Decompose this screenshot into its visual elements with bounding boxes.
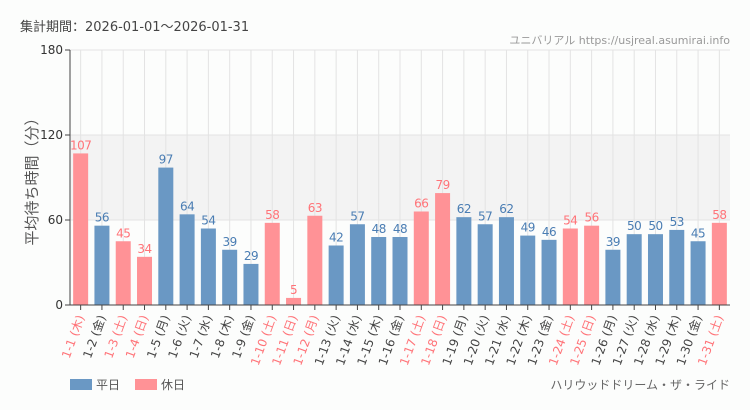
bar — [477, 224, 493, 305]
data-label: 48 — [393, 222, 407, 236]
bar — [669, 229, 685, 305]
period-label: 集計期間：2026-01-01〜2026-01-31 — [20, 19, 249, 35]
y-tick-label: 180 — [40, 43, 63, 57]
data-label: 45 — [691, 226, 705, 240]
bar — [392, 237, 408, 305]
site-credit: ユニバリアル https://usjreal.asumirai.info — [509, 34, 730, 47]
bar — [562, 228, 578, 305]
data-label: 63 — [308, 201, 322, 215]
data-label: 107 — [70, 138, 91, 152]
y-tick-label: 120 — [40, 128, 63, 142]
data-label: 66 — [414, 197, 428, 211]
data-label: 56 — [95, 211, 109, 225]
legend-label-weekday: 平日 — [96, 378, 120, 392]
bar — [541, 239, 557, 305]
bar — [605, 249, 621, 305]
data-label: 58 — [712, 208, 726, 222]
data-label: 50 — [627, 219, 641, 233]
data-label: 29 — [244, 249, 258, 263]
data-label: 56 — [584, 211, 598, 225]
data-label: 58 — [265, 208, 279, 222]
data-label: 34 — [137, 242, 151, 256]
bar — [349, 224, 365, 305]
bar — [690, 241, 706, 305]
data-label: 45 — [116, 226, 130, 240]
bar — [307, 215, 323, 305]
data-label: 62 — [499, 202, 513, 216]
data-label: 53 — [670, 215, 684, 229]
bar — [137, 256, 153, 305]
bar — [498, 217, 514, 305]
bar — [456, 217, 472, 305]
bar — [179, 214, 195, 305]
bar — [328, 245, 344, 305]
bar — [371, 237, 387, 305]
bar — [115, 241, 131, 305]
data-label: 79 — [435, 178, 449, 192]
data-label: 5 — [290, 283, 297, 297]
data-label: 64 — [180, 199, 194, 213]
legend-swatch-holiday — [135, 379, 157, 390]
bar — [584, 225, 600, 305]
bar — [711, 222, 727, 305]
data-label: 49 — [521, 221, 535, 235]
data-label: 57 — [478, 209, 492, 223]
data-label: 42 — [329, 231, 343, 245]
data-label: 54 — [201, 214, 215, 228]
bar — [158, 167, 174, 305]
bar — [200, 228, 216, 305]
bar — [264, 222, 280, 305]
bar — [94, 225, 110, 305]
bar — [413, 211, 429, 305]
data-label: 48 — [372, 222, 386, 236]
data-label: 97 — [159, 153, 173, 167]
bar — [73, 153, 89, 305]
data-label: 50 — [648, 219, 662, 233]
bar — [626, 234, 642, 305]
data-label: 46 — [542, 225, 556, 239]
data-label: 62 — [457, 202, 471, 216]
y-tick-label: 0 — [55, 298, 63, 312]
data-label: 57 — [350, 209, 364, 223]
y-tick-label: 60 — [48, 213, 63, 227]
y-axis-label: 平均待ち時間（分） — [23, 110, 41, 245]
bar — [286, 297, 302, 305]
data-label: 54 — [563, 214, 577, 228]
legend-label-holiday: 休日 — [161, 378, 185, 392]
bar — [520, 235, 536, 305]
bar — [435, 193, 451, 305]
bar — [243, 263, 259, 305]
data-label: 39 — [223, 235, 237, 249]
bar — [222, 249, 238, 305]
legend-swatch-weekday — [70, 379, 92, 390]
bar — [647, 234, 663, 305]
data-label: 39 — [606, 235, 620, 249]
attraction-name: ハリウッドドリーム・ザ・ライド — [550, 378, 730, 392]
